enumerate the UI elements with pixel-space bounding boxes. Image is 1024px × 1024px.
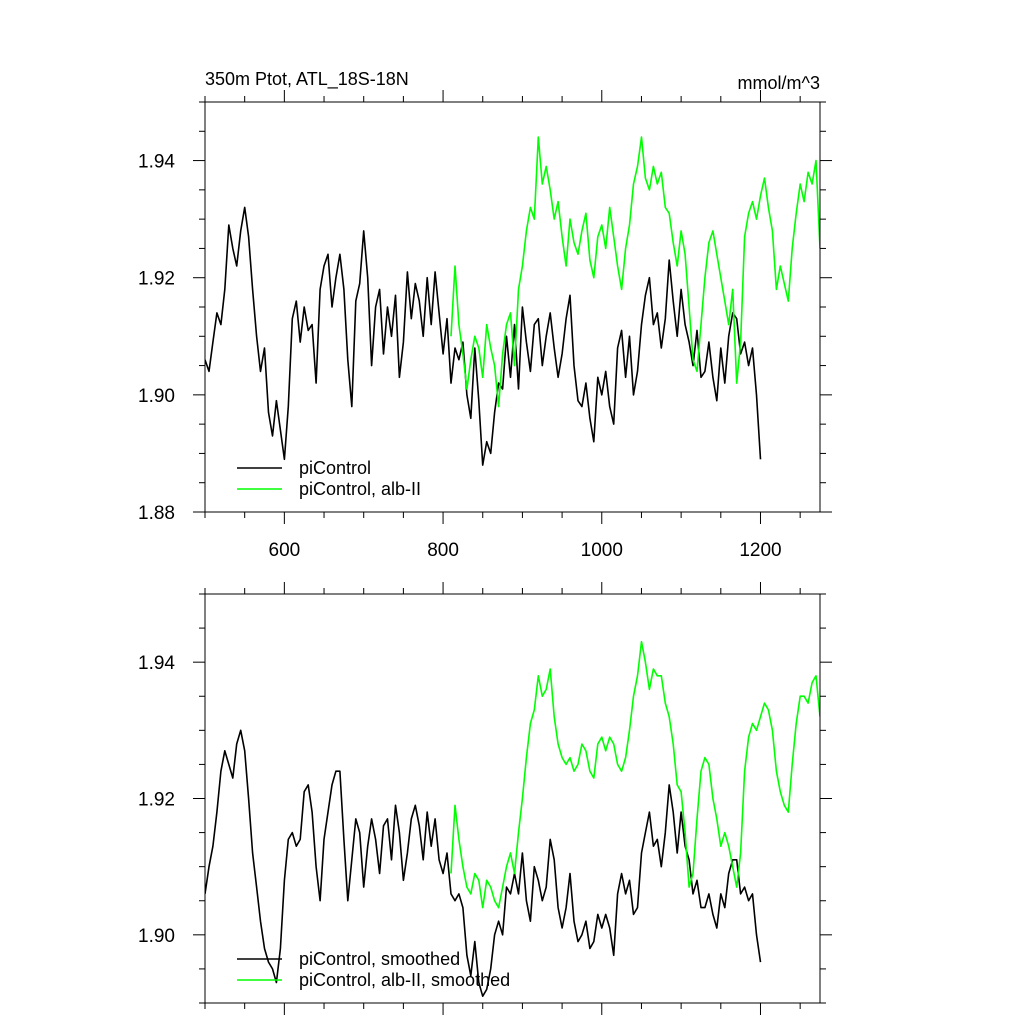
y-tick-label: 1.90 [138, 386, 175, 407]
x-tick-label: 1200 [739, 540, 781, 561]
bottom-panel-chart: 1.90 1.92 1.94 piControl, smoothedpiControl… [138, 582, 832, 1015]
y-tick-label: 1.92 [138, 269, 175, 290]
legend-label-1: piControl, alb-II, smoothed [299, 970, 510, 990]
x-tick-label: 1000 [581, 540, 623, 561]
y-tick-label: 1.94 [138, 152, 175, 173]
legend-label-0: piControl, smoothed [299, 949, 460, 969]
legend-label-0: piControl [299, 458, 371, 478]
series-line-0 [205, 206, 762, 466]
chart-title: 350m Ptot, ATL_18S-18N [205, 69, 409, 90]
series-line-1 [450, 640, 820, 909]
y-tick-label: 1.92 [138, 790, 175, 811]
series-line-0 [205, 729, 762, 998]
y-tick-label: 1.88 [138, 503, 175, 524]
legend-label-1: piControl, alb-II [299, 479, 421, 499]
y-tick-label: 1.90 [138, 926, 175, 947]
y-tick-label: 1.94 [138, 653, 175, 674]
x-tick-label: 600 [269, 540, 301, 561]
top-panel-chart: 600 800 1000 1200 1.88 1.90 1.92 1.94 350m Ptot,… [138, 69, 832, 561]
plot-frame [204, 593, 821, 1004]
series-line-1 [450, 136, 820, 408]
units-label: mmol/m^3 [738, 73, 820, 93]
x-tick-label: 800 [427, 540, 459, 561]
